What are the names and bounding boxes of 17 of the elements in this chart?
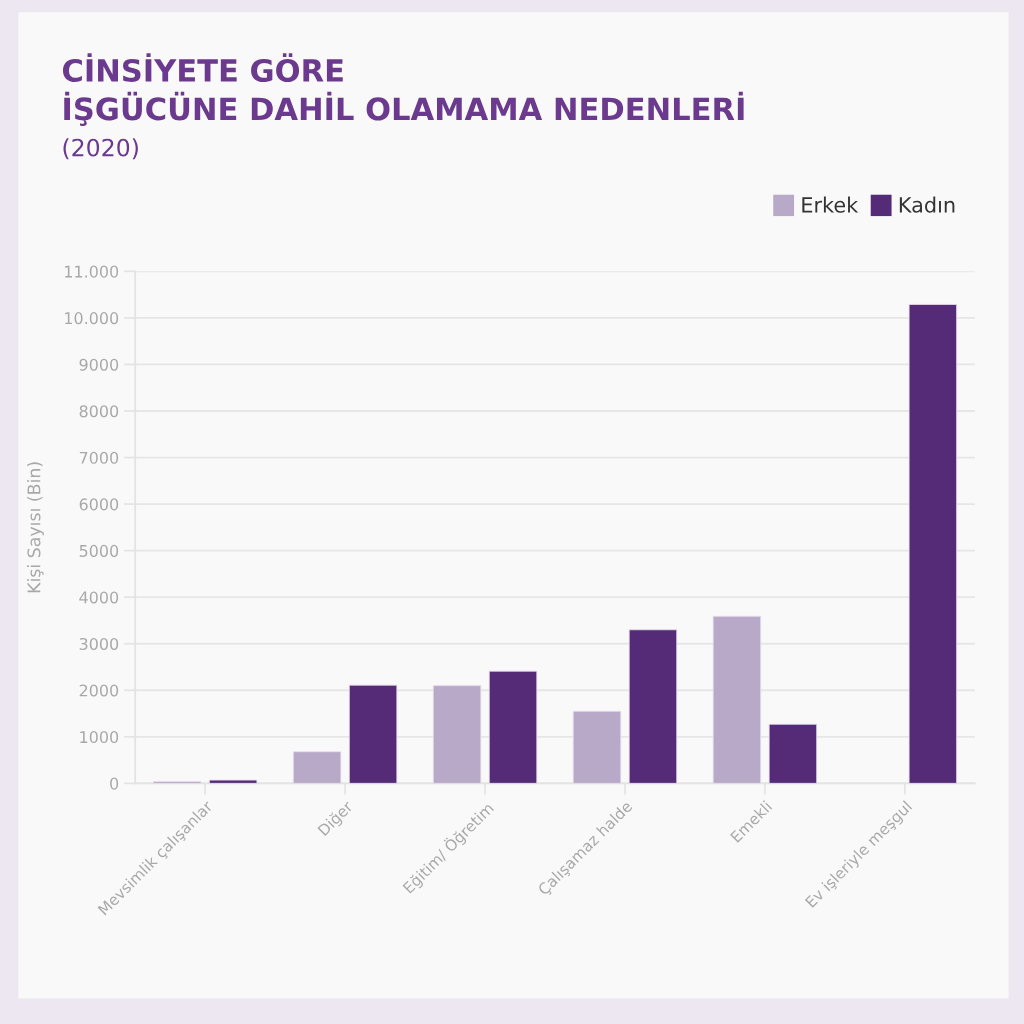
chart-title: CİNSİYETE GÖRE İŞGÜCÜNE DAHİL OLAMAMA NEDENLERİ <box>62 53 744 126</box>
y-tick-label: 7000 <box>79 451 119 464</box>
y-tick-label: 4000 <box>79 591 119 604</box>
y-tick-label: 6000 <box>79 498 119 511</box>
y-tick-label: 1000 <box>80 731 119 744</box>
y-axis-title: Kişi Sayısı (Bin) <box>27 462 44 593</box>
legend-label: Kadın <box>899 196 955 213</box>
y-tick-label: 9000 <box>79 358 119 371</box>
y-tick-label: 0 <box>110 777 119 790</box>
chart-subtitle: (2020) <box>63 138 138 160</box>
y-tick-label: 3000 <box>79 637 119 651</box>
y-tick-label: 5000 <box>79 544 119 557</box>
y-tick-label: 11.000 <box>65 265 119 278</box>
legend-label: Erkek <box>802 196 859 213</box>
y-tick-label: 10.000 <box>65 312 119 325</box>
y-tick-label: 8000 <box>79 405 119 418</box>
y-tick-label: 2000 <box>79 684 119 697</box>
